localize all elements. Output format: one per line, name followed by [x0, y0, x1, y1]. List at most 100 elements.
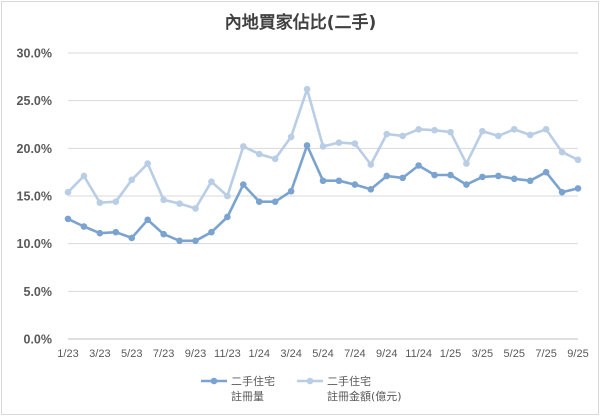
data-point	[192, 237, 199, 245]
data-point	[335, 139, 343, 146]
chart-title: 內地買家佔比(二手)	[224, 13, 377, 33]
data-point	[351, 140, 359, 147]
data-point	[144, 216, 151, 224]
x-tick-label: 11/24	[405, 348, 432, 360]
data-point	[367, 186, 375, 193]
data-point	[447, 171, 454, 179]
x-tick-label: 1/23	[57, 348, 78, 360]
data-point	[574, 185, 582, 192]
data-point	[303, 142, 311, 149]
data-point	[224, 192, 231, 200]
data-point	[510, 125, 518, 133]
legend-label: 二手住宅	[231, 374, 275, 388]
y-tick-label: 15.0%	[17, 190, 52, 204]
data-point	[160, 230, 167, 238]
data-point	[463, 181, 470, 188]
data-point	[208, 178, 215, 185]
data-point	[287, 133, 295, 141]
data-point	[224, 213, 231, 221]
data-point	[399, 174, 406, 182]
data-point	[367, 161, 375, 168]
data-point	[208, 228, 215, 236]
data-point	[176, 200, 183, 207]
data-point	[495, 172, 502, 180]
legend-label: 註冊量	[231, 390, 264, 403]
data-point	[319, 143, 327, 150]
x-tick-label: 9/23	[185, 348, 206, 360]
data-point	[128, 176, 136, 184]
y-tick-label: 0.0%	[24, 333, 53, 347]
legend-label: 二手住宅	[327, 374, 371, 388]
data-point	[192, 205, 199, 212]
legend-swatch-marker	[306, 377, 314, 385]
data-point	[558, 188, 566, 196]
data-point	[447, 128, 454, 136]
x-tick-label: 3/24	[280, 348, 301, 360]
data-point	[431, 126, 438, 134]
data-point	[415, 162, 422, 169]
data-point	[574, 156, 582, 164]
data-point	[112, 198, 120, 206]
data-point	[383, 172, 391, 180]
data-point	[542, 168, 550, 176]
data-point	[495, 132, 502, 140]
data-point	[479, 173, 486, 181]
series-2	[64, 85, 582, 212]
data-point	[510, 175, 518, 183]
data-point	[64, 188, 72, 196]
x-tick-label: 1/24	[249, 348, 270, 360]
x-tick-label: 7/25	[535, 348, 556, 360]
data-point	[463, 160, 470, 167]
data-point	[526, 177, 534, 185]
data-point	[558, 148, 566, 156]
data-point	[128, 234, 136, 242]
x-tick-label: 1/25	[440, 348, 461, 360]
series-1	[64, 142, 582, 245]
data-point	[80, 172, 88, 180]
x-tick-label: 7/24	[344, 348, 365, 360]
x-tick-label: 3/23	[89, 348, 110, 360]
legend-swatch-marker	[210, 377, 218, 385]
data-point	[431, 171, 438, 179]
x-tick-label: 9/25	[567, 348, 588, 360]
data-point	[160, 196, 167, 204]
data-point	[287, 187, 295, 195]
data-point	[240, 181, 247, 188]
data-point	[144, 160, 151, 167]
data-point	[271, 198, 279, 206]
x-tick-label: 7/23	[153, 348, 174, 360]
x-tick-label: 5/25	[504, 348, 525, 360]
series-line	[67, 144, 579, 243]
data-point	[271, 155, 279, 163]
x-tick-label: 5/23	[121, 348, 142, 360]
x-tick-label: 9/24	[376, 348, 397, 360]
data-point	[303, 85, 311, 93]
y-tick-label: 30.0%	[17, 47, 52, 61]
data-point	[383, 130, 391, 138]
x-tick-label: 11/23	[214, 348, 241, 360]
y-tick-label: 20.0%	[17, 142, 52, 156]
x-tick-label: 5/24	[312, 348, 333, 360]
data-point	[96, 229, 104, 237]
data-point	[319, 177, 327, 185]
data-point	[112, 228, 120, 236]
data-point	[255, 198, 263, 206]
data-point	[542, 125, 550, 133]
y-tick-label: 10.0%	[17, 237, 52, 251]
data-point	[415, 125, 422, 133]
data-point	[526, 131, 534, 139]
x-tick-label: 3/25	[472, 348, 493, 360]
data-point	[399, 132, 406, 140]
data-point	[255, 150, 263, 158]
data-point	[351, 181, 359, 188]
legend-label: 註冊金額(億元)	[327, 389, 402, 403]
data-point	[176, 237, 183, 245]
data-point	[240, 143, 247, 150]
data-point	[80, 223, 88, 230]
data-point	[335, 177, 343, 185]
data-point	[64, 215, 72, 223]
